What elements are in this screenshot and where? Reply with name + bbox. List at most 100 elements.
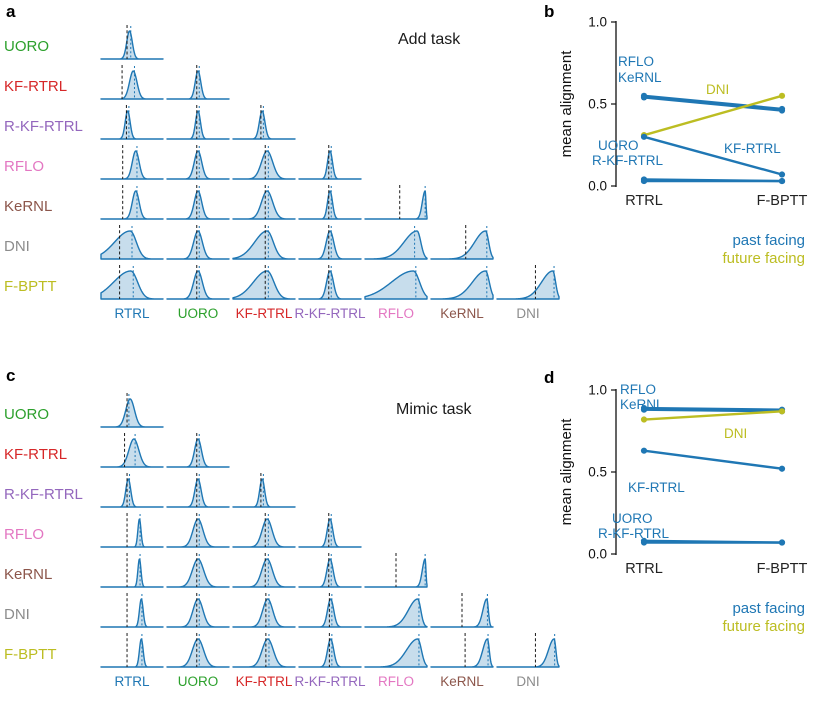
density-cell-rflo-vs-uoro bbox=[166, 513, 230, 548]
data-point-kf-rtrl bbox=[778, 171, 786, 178]
density-cell-r-kf-rtrl-vs-rtrl bbox=[100, 473, 164, 508]
annotation-dni: DNI bbox=[706, 82, 729, 97]
density-curve bbox=[298, 598, 362, 628]
density-curve bbox=[364, 638, 428, 668]
legend-future-facing: future facing bbox=[722, 618, 805, 635]
row-label-f-bptt: F-BPTT bbox=[4, 646, 57, 663]
density-curve bbox=[100, 30, 164, 60]
density-curve bbox=[364, 230, 428, 260]
panel-label-c: c bbox=[6, 366, 16, 385]
panel-label-d: d bbox=[544, 368, 555, 387]
y-tick-label: 1.0 bbox=[588, 15, 607, 30]
density-cell-f-bptt-vs-kf-rtrl bbox=[232, 265, 296, 300]
panel-title-add-task: Add task bbox=[398, 31, 461, 48]
density-cell-r-kf-rtrl-vs-uoro bbox=[166, 105, 230, 140]
density-cell-f-bptt-vs-rtrl bbox=[100, 265, 164, 300]
y-tick-label: 0.0 bbox=[588, 179, 607, 194]
density-curve bbox=[166, 70, 230, 100]
density-cell-uoro-vs-rtrl bbox=[100, 25, 164, 60]
col-label-rflo: RFLO bbox=[377, 306, 415, 321]
col-label-kernl: KeRNL bbox=[440, 306, 484, 321]
x-tick-label-rtrl: RTRL bbox=[625, 561, 663, 577]
legend-future-facing: future facing bbox=[722, 250, 805, 267]
density-cell-kernl-vs-rtrl bbox=[100, 185, 164, 220]
density-cell-r-kf-rtrl-vs-uoro bbox=[166, 473, 230, 508]
y-axis-label: mean alignment bbox=[558, 418, 575, 526]
density-cell-f-bptt-vs-dni bbox=[496, 633, 560, 668]
density-cell-dni-vs-rflo bbox=[364, 594, 428, 628]
density-curve bbox=[232, 638, 296, 668]
legend-add-task: past facing future facing bbox=[722, 232, 805, 268]
density-curve bbox=[430, 598, 494, 628]
density-cell-f-bptt-vs-uoro bbox=[166, 633, 230, 668]
density-cell-rflo-vs-uoro bbox=[166, 145, 230, 180]
density-cell-dni-vs-uoro bbox=[166, 225, 230, 260]
density-curve bbox=[166, 518, 230, 548]
density-curve bbox=[100, 518, 164, 548]
density-cell-r-kf-rtrl-vs-rtrl bbox=[100, 105, 164, 140]
legend-past-facing: past facing bbox=[732, 232, 805, 249]
density-cell-dni-vs-kf-rtrl bbox=[232, 225, 296, 260]
density-curve bbox=[232, 110, 296, 140]
density-cell-kernl-vs-uoro bbox=[166, 185, 230, 220]
annotation-kf-rtrl: KF-RTRL bbox=[724, 141, 781, 156]
density-curve bbox=[232, 478, 296, 508]
col-label-rflo: RFLO bbox=[377, 674, 415, 689]
annotation-dni: DNI bbox=[724, 426, 747, 441]
legend-past-facing: past facing bbox=[732, 600, 805, 617]
density-cell-f-bptt-vs-uoro bbox=[166, 265, 230, 300]
density-cell-kernl-vs-rflo bbox=[364, 185, 428, 220]
annotation-kf-rtrl: KF-RTRL bbox=[628, 480, 685, 495]
y-tick-label: 1.0 bbox=[588, 383, 607, 398]
density-cell-dni-vs-rtrl bbox=[100, 593, 164, 628]
series-line-dni bbox=[643, 94, 783, 137]
col-label-uoro: UORO bbox=[177, 674, 219, 689]
data-point-r-kf-rtrl bbox=[778, 539, 786, 546]
row-label-f-bptt: F-BPTT bbox=[4, 278, 57, 295]
density-curve bbox=[232, 518, 296, 548]
density-curve bbox=[298, 190, 362, 220]
density-curve bbox=[298, 518, 362, 548]
row-label-kf-rtrl: KF-RTRL bbox=[4, 446, 68, 463]
density-curve bbox=[100, 150, 164, 180]
density-curve bbox=[100, 438, 164, 468]
annotation-kernl: KeRNL bbox=[618, 70, 662, 85]
density-cell-rflo-vs-r-kf-rtrl bbox=[298, 145, 362, 180]
series-line-kf-rtrl bbox=[643, 135, 783, 176]
data-point-dni bbox=[778, 408, 786, 415]
panel-label-a: a bbox=[6, 2, 16, 21]
density-curve bbox=[430, 638, 494, 668]
density-cell-f-bptt-vs-kernl bbox=[430, 633, 494, 668]
density-curve bbox=[166, 638, 230, 668]
row-label-r-kf-rtrl: R-KF-RTRL bbox=[4, 486, 83, 503]
density-cell-f-bptt-vs-r-kf-rtrl bbox=[298, 265, 362, 300]
density-cell-f-bptt-vs-rflo bbox=[364, 266, 428, 300]
col-label-kf-rtrl: KF-RTRL bbox=[235, 674, 293, 689]
density-cell-kernl-vs-rtrl bbox=[100, 553, 164, 588]
density-cell-f-bptt-vs-kernl bbox=[430, 266, 494, 300]
y-tick-label: 0.5 bbox=[588, 97, 607, 112]
y-axis-label: mean alignment bbox=[558, 50, 575, 158]
series-line-dni bbox=[643, 410, 783, 421]
col-label-rtrl: RTRL bbox=[114, 306, 150, 321]
series-line-kernl bbox=[643, 96, 783, 112]
density-curve bbox=[298, 558, 362, 588]
density-curve bbox=[430, 230, 494, 260]
col-label-kernl: KeRNL bbox=[440, 674, 484, 689]
density-curve bbox=[166, 270, 230, 300]
density-curve bbox=[364, 558, 428, 588]
data-point-dni bbox=[640, 416, 648, 423]
density-curve bbox=[298, 638, 362, 668]
density-cell-r-kf-rtrl-vs-kf-rtrl bbox=[232, 105, 296, 140]
col-label-rtrl: RTRL bbox=[114, 674, 150, 689]
density-cell-kernl-vs-r-kf-rtrl bbox=[298, 185, 362, 220]
density-cell-f-bptt-vs-kf-rtrl bbox=[232, 633, 296, 668]
density-curve bbox=[364, 190, 428, 220]
row-label-kf-rtrl: KF-RTRL bbox=[4, 78, 68, 95]
density-curve bbox=[232, 270, 296, 300]
line-chart-mimic-task: 0.0 0.5 1.0 mean alignment RTRL F-BPTT RFLOKeR… bbox=[558, 382, 808, 577]
annotation-rflo: RFLO bbox=[618, 54, 654, 69]
density-cell-uoro-vs-rtrl bbox=[100, 393, 164, 428]
density-curve bbox=[166, 190, 230, 220]
